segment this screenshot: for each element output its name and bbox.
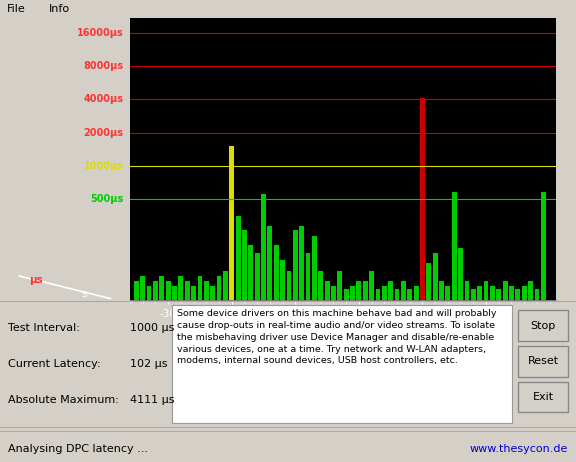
Bar: [503, 280, 507, 462]
Bar: [198, 276, 202, 462]
Text: 500µs: 500µs: [90, 194, 123, 204]
Bar: [509, 286, 514, 462]
Bar: [471, 289, 476, 462]
Text: Absolute Maximum:: Absolute Maximum:: [8, 395, 119, 405]
Bar: [484, 280, 488, 462]
Bar: [382, 286, 386, 462]
Text: www.thesycon.de: www.thesycon.de: [469, 444, 568, 454]
Bar: [274, 245, 279, 462]
FancyBboxPatch shape: [518, 382, 568, 413]
Bar: [433, 253, 438, 462]
Bar: [134, 280, 139, 462]
Bar: [160, 276, 164, 462]
Bar: [357, 280, 361, 462]
FancyBboxPatch shape: [518, 346, 568, 377]
Bar: [293, 230, 298, 462]
Text: 102 µs: 102 µs: [130, 359, 168, 369]
FancyBboxPatch shape: [518, 310, 568, 341]
Bar: [236, 216, 241, 462]
Bar: [414, 286, 419, 462]
Text: 2000µs: 2000µs: [84, 128, 123, 138]
Bar: [141, 276, 145, 462]
Bar: [465, 280, 469, 462]
Text: 8000µs: 8000µs: [84, 61, 123, 71]
Bar: [312, 236, 317, 462]
Bar: [541, 193, 545, 462]
Bar: [331, 286, 336, 462]
Bar: [300, 226, 304, 462]
Bar: [172, 286, 177, 462]
Text: 1000 µs: 1000 µs: [130, 323, 175, 333]
Bar: [535, 289, 539, 462]
Text: Current Latency:: Current Latency:: [8, 359, 101, 369]
Text: Test Interval:: Test Interval:: [8, 323, 80, 333]
Text: s: s: [82, 289, 87, 299]
Text: Exit: Exit: [532, 392, 554, 402]
Bar: [191, 286, 196, 462]
Bar: [248, 245, 253, 462]
Bar: [388, 280, 393, 462]
Bar: [267, 226, 272, 462]
Bar: [325, 280, 329, 462]
Bar: [229, 146, 234, 462]
Text: Some device drivers on this machine behave bad and will probably
cause drop-outs: Some device drivers on this machine beha…: [177, 309, 497, 365]
Text: File: File: [7, 4, 26, 14]
Bar: [338, 271, 342, 462]
Text: Stop: Stop: [530, 321, 556, 330]
Text: µs: µs: [29, 275, 43, 285]
Bar: [439, 280, 444, 462]
Bar: [280, 260, 285, 462]
Bar: [478, 286, 482, 462]
Bar: [452, 193, 457, 462]
Bar: [153, 280, 158, 462]
Text: Info: Info: [49, 4, 70, 14]
Bar: [204, 280, 209, 462]
Bar: [286, 271, 291, 462]
FancyBboxPatch shape: [172, 305, 512, 423]
Bar: [376, 289, 380, 462]
Bar: [363, 280, 367, 462]
Bar: [426, 263, 431, 462]
Bar: [306, 253, 310, 462]
Bar: [166, 280, 170, 462]
Bar: [217, 276, 221, 462]
Bar: [185, 280, 190, 462]
Bar: [210, 286, 215, 462]
Bar: [369, 271, 374, 462]
Bar: [261, 194, 266, 462]
Bar: [458, 248, 463, 462]
Bar: [344, 289, 348, 462]
Bar: [516, 289, 520, 462]
Bar: [490, 286, 495, 462]
Bar: [528, 280, 533, 462]
Bar: [147, 286, 151, 462]
Bar: [420, 98, 425, 462]
Bar: [255, 253, 260, 462]
Bar: [407, 289, 412, 462]
Bar: [445, 286, 450, 462]
Text: Reset: Reset: [528, 356, 559, 366]
Bar: [497, 289, 501, 462]
Bar: [350, 286, 355, 462]
Bar: [522, 286, 526, 462]
Bar: [319, 271, 323, 462]
Text: 1000µs: 1000µs: [84, 161, 123, 170]
Bar: [223, 271, 228, 462]
Text: 4111 µs: 4111 µs: [130, 395, 175, 405]
Bar: [395, 289, 400, 462]
Text: 16000µs: 16000µs: [77, 28, 123, 38]
Bar: [179, 276, 183, 462]
Bar: [242, 230, 247, 462]
Text: Analysing DPC latency ...: Analysing DPC latency ...: [8, 444, 148, 454]
Text: 4000µs: 4000µs: [84, 94, 123, 104]
Bar: [401, 280, 406, 462]
